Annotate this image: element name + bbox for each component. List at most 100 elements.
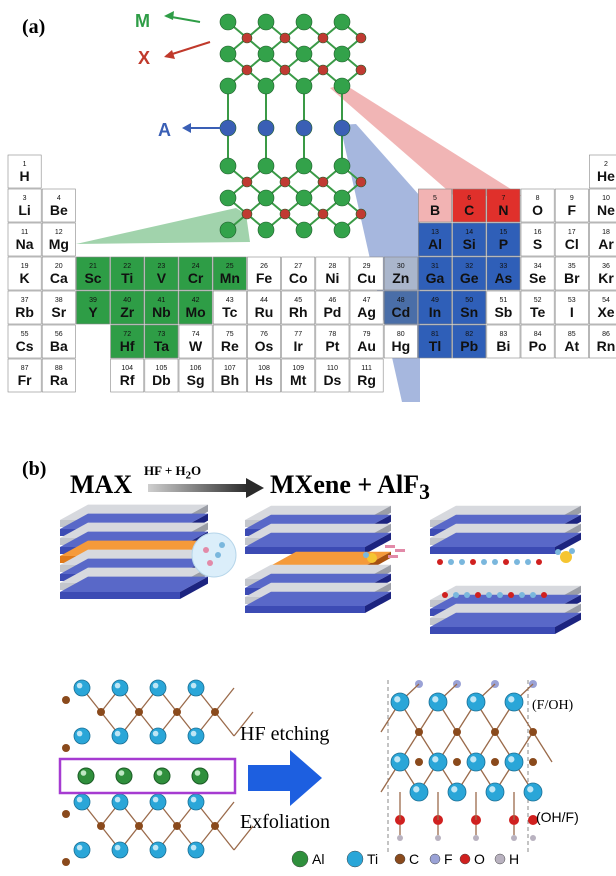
exfoliated-sheet-top-layer-3 [430,532,581,554]
element-o: 8O [520,188,555,223]
atomic-number: 8 [536,195,540,202]
element-symbol: Rn [597,338,616,354]
atomic-number: 26 [260,263,268,270]
legend-label: H [509,851,519,867]
atomic-number: 85 [568,331,576,338]
a-layer-arrow [182,123,226,133]
atomic-number: 110 [327,365,338,372]
surface-terminations [437,559,547,598]
atomic-number: 76 [260,331,268,338]
c-atom [211,822,219,830]
atomic-number: 52 [534,297,542,304]
ti-atom [149,679,167,697]
element-symbol: Re [221,338,239,354]
ti-atom [149,793,167,811]
h-atom [397,835,403,841]
al-atom [153,767,171,785]
atom-m [295,45,313,63]
atomic-number: 107 [224,365,236,372]
element-symbol: Xe [597,304,614,320]
c-atom [173,822,181,830]
atom-m [295,13,313,31]
ti-atom [73,727,91,745]
c-atom [453,728,461,736]
c-atom [62,744,70,752]
ti-atom [466,692,486,712]
atomic-number: 41 [158,297,166,304]
atom-x [317,32,329,44]
atom-m [333,45,351,63]
element-symbol: C [464,202,474,218]
m-layer-arrow [164,11,201,23]
element-symbol: Bi [496,338,510,354]
element-symbol: Ar [598,236,614,252]
atom-x [279,64,291,76]
atom-m [295,221,313,239]
atomic-number: 79 [363,331,371,338]
element-symbol: W [189,338,203,354]
atom-m [257,13,275,31]
atomic-number: 16 [534,229,542,236]
atom-x [279,208,291,220]
element-symbol: B [430,202,440,218]
atomic-number: 42 [192,297,200,304]
element-symbol: Db [152,372,171,388]
atomic-number: 40 [123,297,131,304]
atomic-number: 39 [89,297,97,304]
atom-x [241,176,253,188]
mxene-top-layer-3 [245,532,391,554]
atomic-number: 29 [363,263,371,270]
legend-label: Al [312,851,324,867]
periodic-table: 1H2He3Li4Be5B6C7N8O9F10Ne11Na12Mg13Al14S… [7,154,616,393]
a-layer-label: A [158,120,171,140]
atomic-number: 73 [158,331,166,338]
atomic-number: 50 [465,297,473,304]
element-symbol: Cd [391,304,410,320]
ti-atom [187,841,205,859]
reaction-conditions: HF + H2O [144,463,202,482]
element-k: 19K [7,256,42,291]
element-li: 3Li [7,188,42,223]
atomic-number: 82 [465,331,473,338]
c-atom [173,708,181,716]
element-symbol: Hg [391,338,410,354]
panel-a-figure: 1H2He3Li4Be5B6C7N8O9F10Ne11Na12Mg13Al14S… [7,11,616,402]
element-symbol: Sb [494,304,512,320]
atom-a [257,119,275,137]
atom-m [295,157,313,175]
reaction-arrow [148,478,264,498]
element-symbol: Br [564,270,580,286]
element-symbol: Ag [357,304,376,320]
element-symbol: Mn [220,270,240,286]
c-atom [453,758,461,766]
legend-item-h: H [494,851,519,867]
atom-m [333,221,351,239]
c-atom [415,758,423,766]
atom-m [295,189,313,207]
element-symbol: Nb [152,304,171,320]
max-label: MAX [70,470,133,499]
element-i: 53I [554,290,589,325]
atomic-number: 35 [568,263,576,270]
legend-item-o: O [459,851,485,867]
